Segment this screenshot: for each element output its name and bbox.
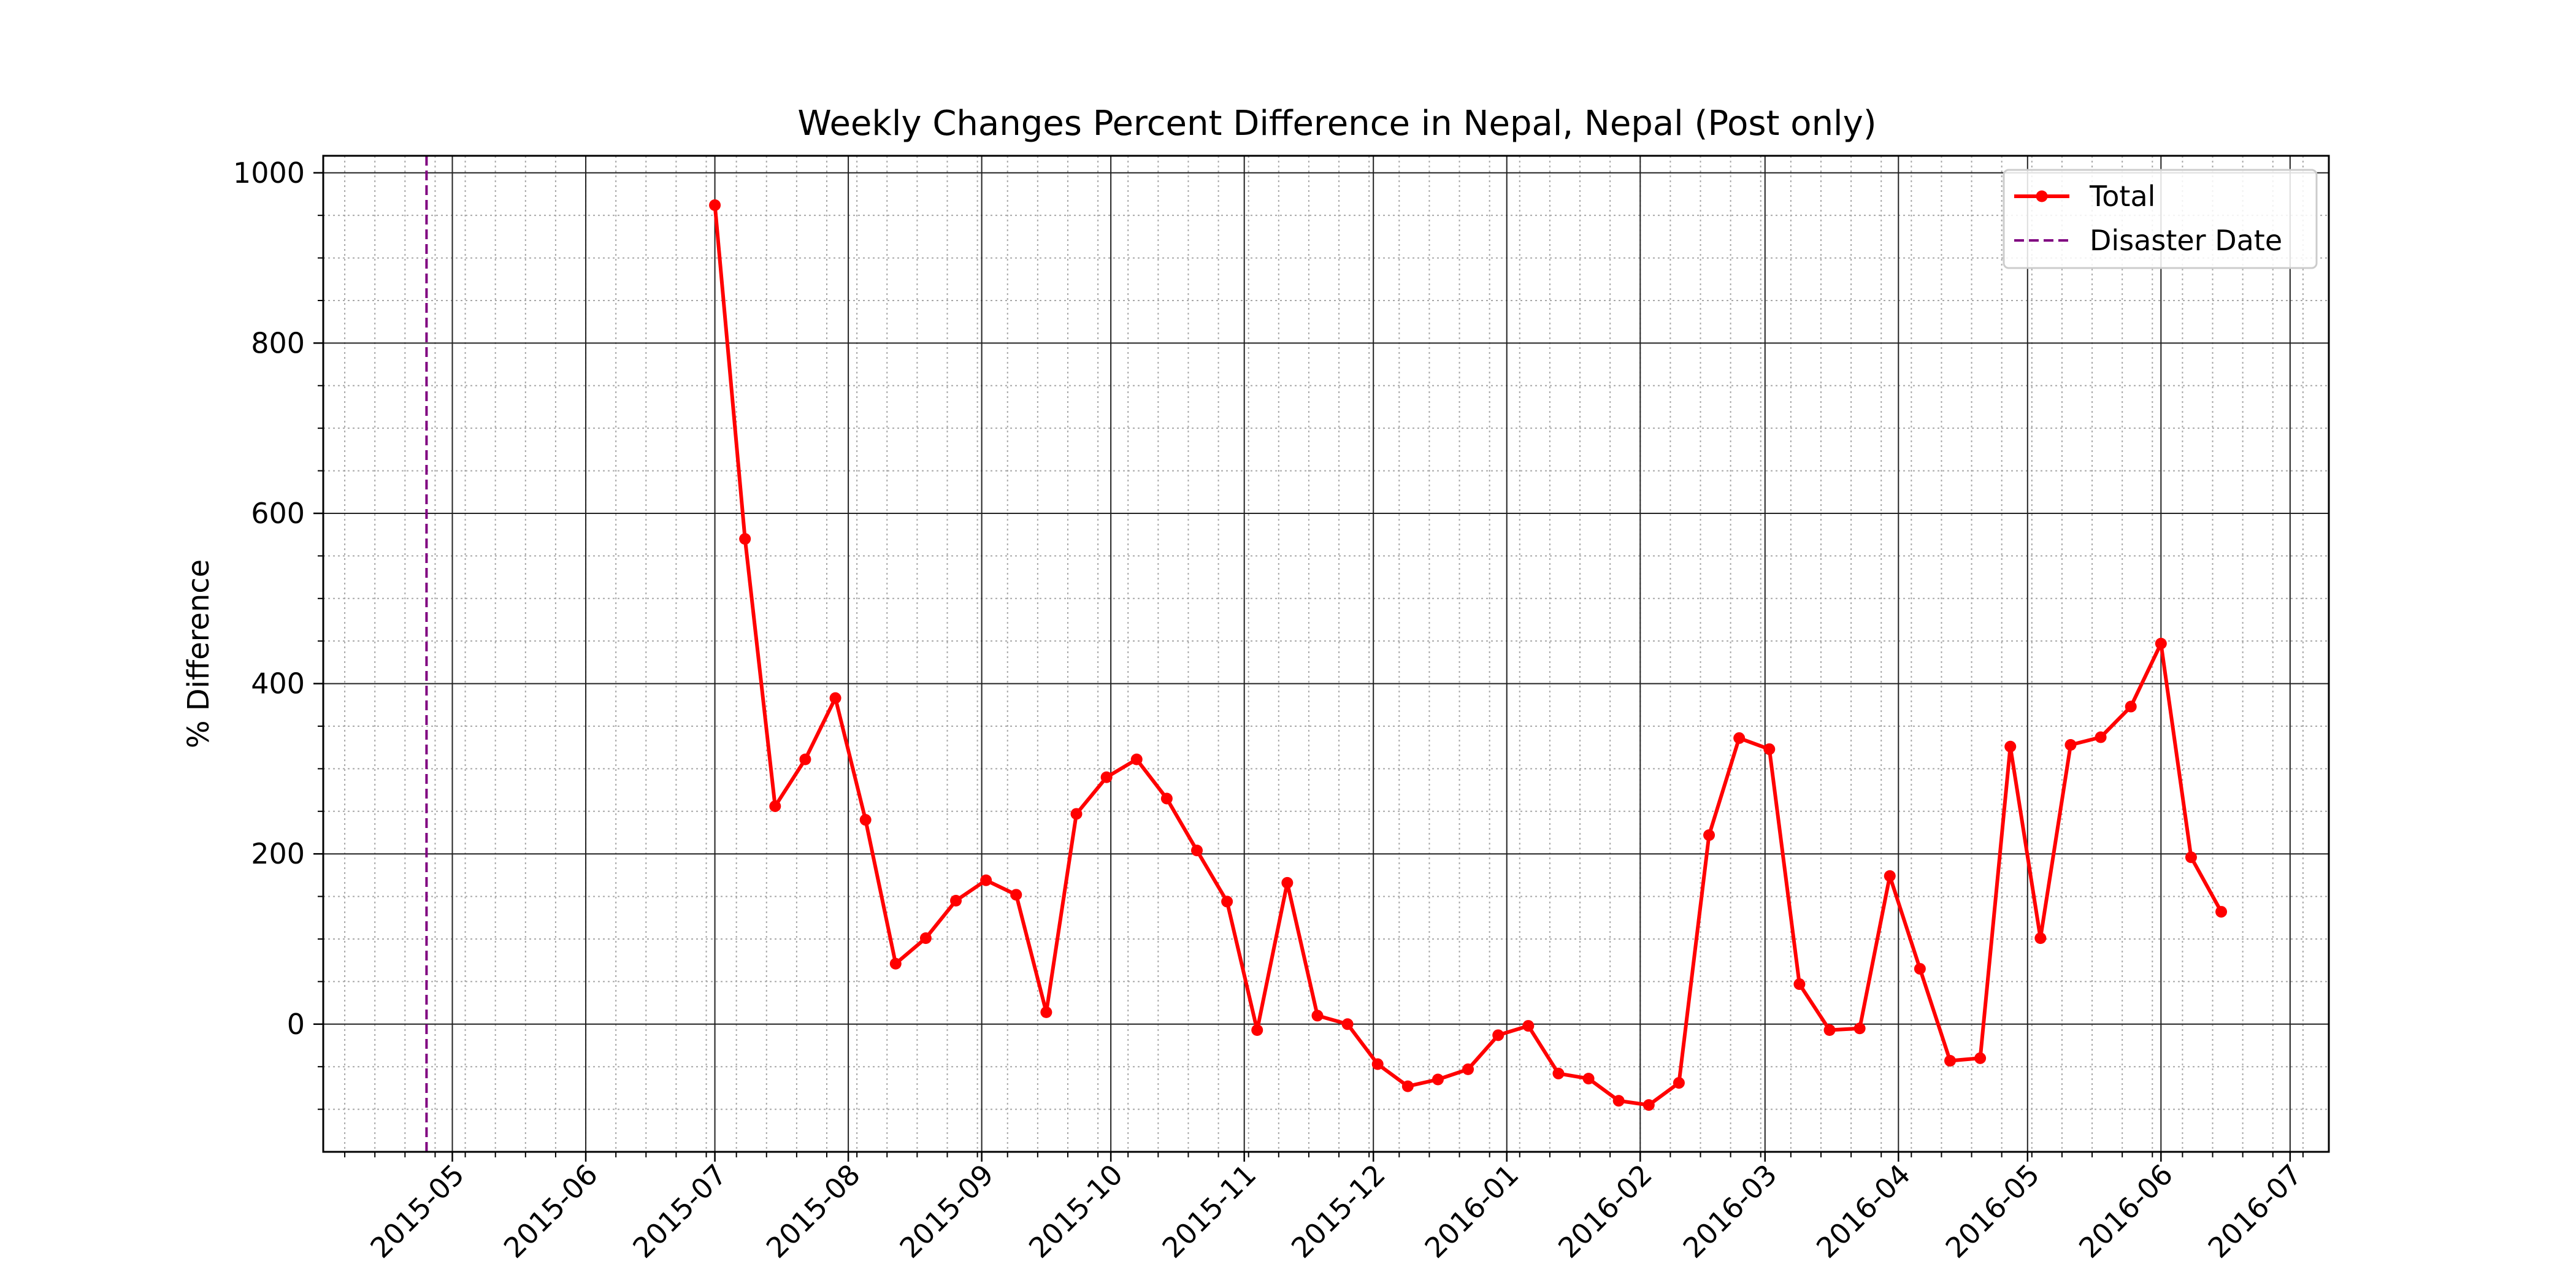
legend-box — [2003, 169, 2318, 269]
total-data-point — [1492, 1029, 1505, 1041]
y-tick-label: 600 — [251, 497, 305, 530]
total-data-point — [1221, 895, 1233, 908]
total-data-point — [1010, 889, 1022, 901]
total-data-point — [1522, 1020, 1535, 1032]
total-data-point — [709, 199, 721, 212]
y-tick-label: 200 — [251, 837, 305, 870]
total-data-point — [1281, 876, 1294, 889]
total-data-point — [1643, 1099, 1655, 1111]
series-layer — [425, 156, 2228, 1152]
total-data-point — [1432, 1073, 1444, 1086]
total-data-point — [829, 692, 841, 704]
total-data-point — [2034, 932, 2047, 945]
total-data-point — [1823, 1024, 1836, 1037]
chart-title: Weekly Changes Percent Difference in Nep… — [797, 104, 1876, 144]
y-tick-label: 1000 — [233, 156, 305, 190]
legend-marker-total — [2036, 190, 2048, 202]
major-gridlines — [323, 156, 2329, 1152]
total-data-point — [1040, 1006, 1052, 1018]
total-data-point — [2215, 906, 2228, 918]
y-tick-label: 800 — [251, 326, 305, 359]
total-data-point — [1612, 1095, 1625, 1107]
total-data-point — [2155, 637, 2167, 650]
plot-frame — [322, 155, 2330, 1153]
total-data-point — [1884, 870, 1896, 882]
total-data-point — [2004, 740, 2017, 753]
total-data-point — [1673, 1077, 1685, 1089]
total-data-point — [889, 957, 902, 970]
total-data-point — [1763, 743, 1776, 755]
total-data-point — [739, 533, 751, 545]
total-data-point — [1974, 1052, 1987, 1064]
total-data-point — [1190, 845, 1203, 857]
total-data-point — [1100, 771, 1113, 783]
total-data-point — [1462, 1063, 1474, 1075]
total-data-point — [2095, 731, 2107, 743]
legend: Total Disaster Date — [2003, 169, 2318, 269]
total-data-point — [1582, 1073, 1595, 1085]
total-data-point — [1251, 1024, 1263, 1037]
y-axis-label: % Difference — [182, 559, 216, 748]
total-data-point — [2125, 700, 2137, 713]
y-tick-label: 0 — [287, 1008, 305, 1041]
total-data-point — [1130, 753, 1143, 765]
total-data-point — [980, 874, 992, 886]
total-data-point — [950, 895, 962, 907]
y-tick-label: 400 — [251, 667, 305, 700]
total-data-point — [1160, 792, 1173, 805]
total-data-point — [1401, 1080, 1414, 1092]
total-data-point — [1311, 1010, 1324, 1022]
legend-label-total: Total — [2089, 180, 2155, 213]
total-data-point — [1733, 732, 1746, 744]
total-data-point — [919, 932, 932, 945]
total-data-point — [769, 800, 781, 812]
total-data-point — [1703, 829, 1715, 841]
total-data-point — [1552, 1067, 1565, 1079]
total-data-point — [1341, 1018, 1354, 1030]
total-data-point — [1944, 1054, 1956, 1067]
total-data-point — [1853, 1022, 1866, 1035]
total-data-point — [2064, 739, 2077, 751]
total-data-point — [799, 753, 811, 765]
total-data-point — [1070, 808, 1083, 820]
total-data-point — [1914, 963, 1926, 975]
total-data-point — [2185, 851, 2197, 864]
total-data-point — [1793, 978, 1806, 991]
total-data-point — [1371, 1058, 1384, 1070]
total-data-point — [859, 814, 872, 826]
legend-label-disaster-date: Disaster Date — [2090, 224, 2282, 257]
